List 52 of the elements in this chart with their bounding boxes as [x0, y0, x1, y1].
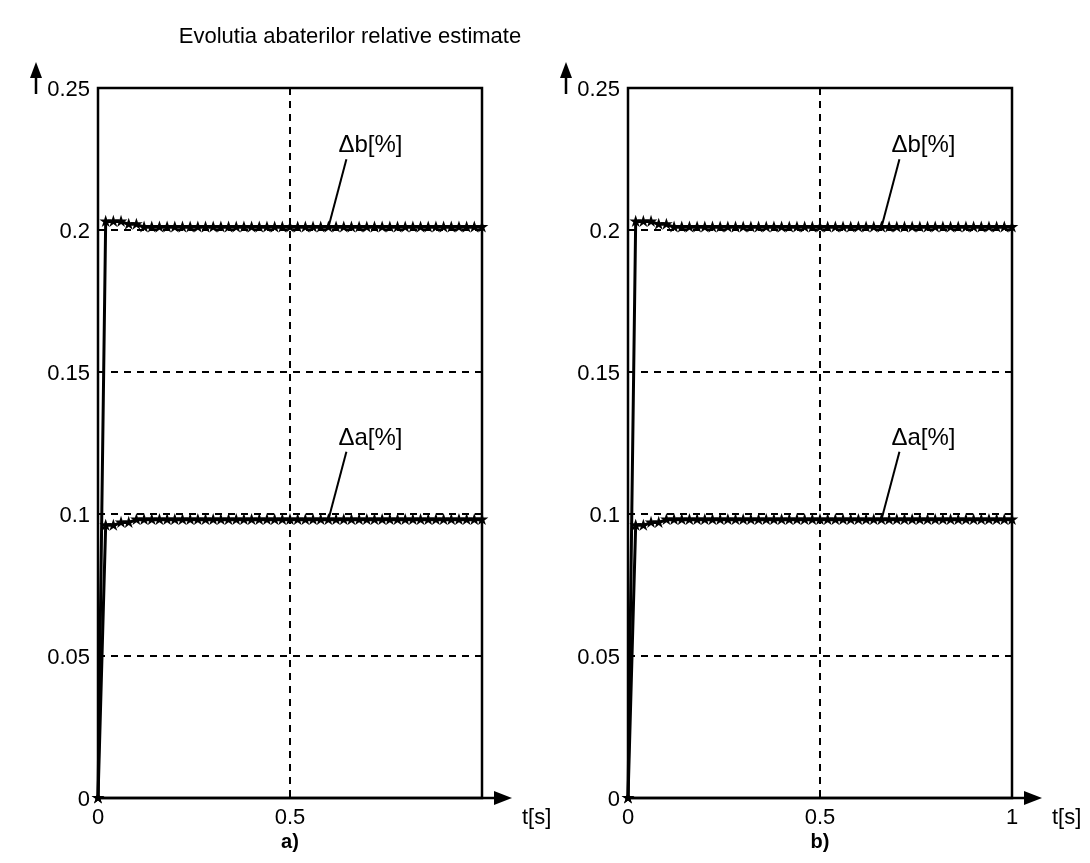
- point: [759, 513, 773, 526]
- point: [137, 513, 151, 526]
- chart-title: Evolutia abaterilor relative estimate: [178, 23, 522, 48]
- point: [130, 217, 143, 230]
- point: [421, 513, 435, 526]
- y-tick-label: 0: [77, 786, 90, 811]
- point: [951, 513, 965, 526]
- point: [160, 513, 174, 526]
- text: b): [810, 830, 830, 852]
- point: [667, 513, 681, 526]
- point: [713, 513, 727, 526]
- y-tick-label: 0.05: [577, 644, 620, 669]
- text: Δa[%]: [891, 422, 956, 450]
- y-tick-label: 0.25: [47, 76, 90, 101]
- x-axis-title: t[s]: [522, 804, 552, 829]
- point: [229, 513, 243, 526]
- y-tick-label: 0: [607, 786, 620, 811]
- point: [206, 513, 220, 526]
- y-tick-label: 0.2: [589, 218, 620, 243]
- point: [905, 513, 919, 526]
- point: [928, 513, 942, 526]
- x-tick-label: 1: [1005, 804, 1019, 829]
- y-tick-label: 0.1: [59, 502, 90, 527]
- point: [660, 217, 673, 230]
- y-tick-label: 0.25: [577, 76, 620, 101]
- point: [736, 513, 750, 526]
- point: [959, 513, 973, 526]
- point: [767, 513, 781, 526]
- y-tick-label: 0.2: [59, 218, 90, 243]
- point: [690, 513, 704, 526]
- point: [329, 513, 343, 526]
- y-tick-label: 0.15: [577, 360, 620, 385]
- point: [237, 513, 251, 526]
- point: [375, 513, 389, 526]
- x-axis-title: t[s]: [1052, 804, 1082, 829]
- text: Δb[%]: [891, 130, 956, 158]
- point: [644, 214, 658, 227]
- point: [859, 513, 873, 526]
- text: a): [281, 830, 299, 852]
- point: [882, 513, 896, 526]
- y-tick-label: 0.15: [47, 360, 90, 385]
- x-tick-label: 0.5: [804, 804, 836, 829]
- y-tick-label: 0.05: [47, 644, 90, 669]
- text: Δb[%]: [338, 130, 403, 158]
- point: [352, 513, 366, 526]
- point: [114, 214, 128, 227]
- point: [429, 513, 443, 526]
- point: [398, 513, 412, 526]
- text: Δa[%]: [338, 422, 403, 450]
- y-tick-label: 0.1: [589, 502, 620, 527]
- x-tick-label: 0.5: [274, 804, 306, 829]
- point: [183, 513, 197, 526]
